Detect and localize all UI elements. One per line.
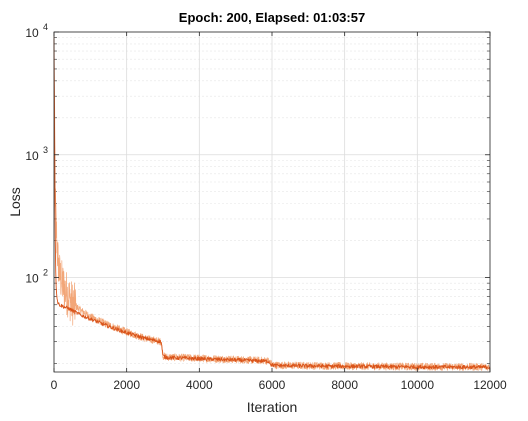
y-tick-label: 10 xyxy=(25,26,39,40)
x-axis-label: Iteration xyxy=(247,399,298,415)
y-tick-exponent: 3 xyxy=(43,145,48,155)
y-tick-exponent: 2 xyxy=(43,268,48,278)
x-tick-label: 4000 xyxy=(186,378,213,392)
y-axis-label: Loss xyxy=(7,187,23,217)
chart-title: Epoch: 200, Elapsed: 01:03:57 xyxy=(179,10,365,25)
smoothed-loss-line xyxy=(53,38,491,370)
y-axis-ticks: 10 2 10 3 10 4 xyxy=(25,22,490,286)
y-tick-exponent: 4 xyxy=(43,22,48,32)
x-axis-ticks: 0 2000 4000 6000 8000 10000 12000 xyxy=(51,32,507,392)
x-tick-label: 10000 xyxy=(401,378,435,392)
x-tick-label: 2000 xyxy=(113,378,140,392)
x-tick-label: 0 xyxy=(51,378,58,392)
x-tick-label: 6000 xyxy=(259,378,286,392)
x-tick-label: 8000 xyxy=(331,378,358,392)
x-tick-label: 12000 xyxy=(473,378,507,392)
y-tick-label: 10 xyxy=(25,149,39,163)
y-tick-label: 10 xyxy=(25,272,39,286)
